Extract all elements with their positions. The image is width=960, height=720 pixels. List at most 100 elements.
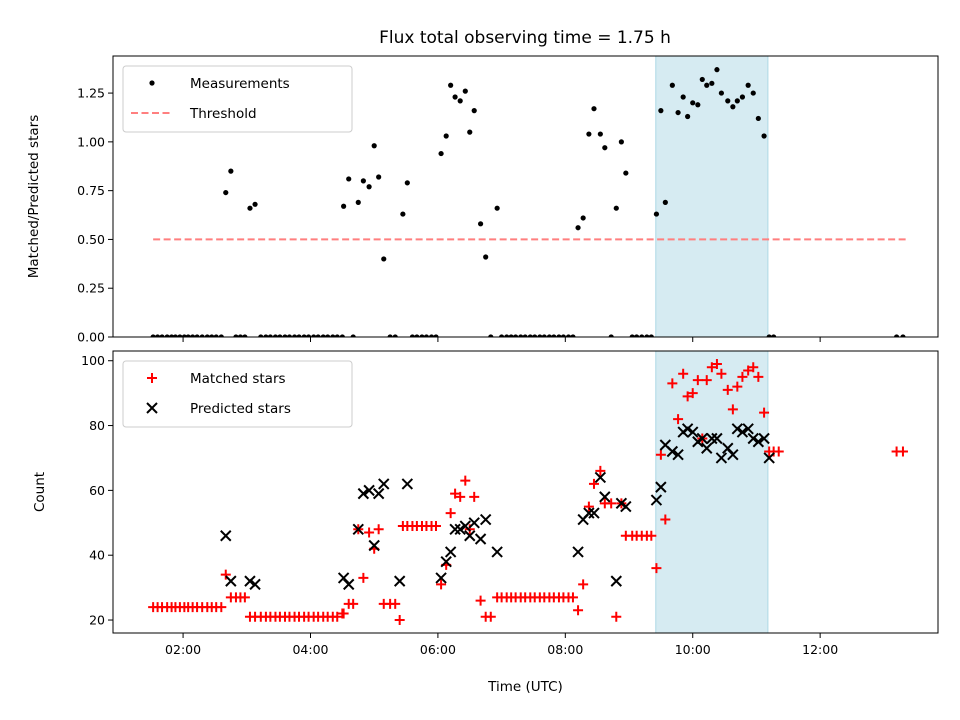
measurements-point: [223, 189, 229, 196]
measurements-point: [305, 334, 312, 337]
measurements-point: [213, 334, 219, 337]
measurements-point: [194, 334, 200, 337]
predicted-stars-point: [620, 500, 632, 513]
measurements-point: [325, 334, 331, 337]
predicted-stars-point: [249, 578, 261, 591]
measurements-point: [371, 143, 377, 149]
matched-stars-point: [701, 375, 712, 386]
measurements-point: [518, 334, 524, 337]
matched-stars-point: [773, 446, 784, 457]
predicted-stars-point: [701, 442, 713, 454]
measurements-point: [286, 334, 293, 337]
predicted-stars-point: [758, 432, 770, 445]
measurements-point: [346, 176, 352, 182]
measurements-point: [586, 131, 592, 137]
measurements-point: [893, 334, 900, 337]
measurements-point: [272, 334, 279, 337]
x-tick-label: 06:00: [420, 642, 456, 657]
measurements-point: [690, 100, 696, 106]
matched-stars-point: [716, 368, 727, 379]
predicted-stars-point: [464, 530, 476, 542]
predicted-stars-point: [727, 449, 739, 461]
measurements-point: [488, 334, 494, 337]
measurements-point: [414, 334, 420, 337]
measurements-point: [159, 334, 165, 337]
y-tick-label: 100: [81, 353, 105, 368]
predicted-stars-point: [343, 578, 355, 591]
predicted-stars-point: [220, 530, 232, 542]
predicted-stars-point: [435, 572, 447, 584]
measurements-point: [199, 334, 205, 337]
legend-label: Measurements: [190, 76, 290, 92]
matched-stars-point: [469, 491, 480, 502]
predicted-stars-point: [225, 575, 237, 587]
measurements-point: [204, 334, 210, 337]
measurements-point: [263, 334, 269, 337]
matched-stars-point: [606, 498, 617, 509]
measurements-point: [339, 334, 345, 337]
matched-stars-point: [595, 465, 606, 476]
predicted-stars-point: [736, 426, 749, 438]
count-panel: 20 40 60 80 100 02:00 04:00 06:00 08:00 10:00 12:0…: [32, 350, 939, 695]
predicted-stars-point: [731, 423, 744, 435]
measurements-point: [704, 82, 710, 88]
measurements-point: [404, 180, 410, 186]
matched-stars-point: [220, 569, 231, 580]
x-tick-label: 08:00: [547, 642, 583, 657]
x-tick-label: 04:00: [292, 642, 328, 657]
measurements-point: [541, 334, 547, 337]
predicted-stars-point: [363, 484, 375, 497]
measurements-point: [341, 203, 347, 209]
measurements-point: [267, 334, 273, 337]
measurements-point: [301, 334, 307, 337]
predicted-stars-point: [715, 452, 728, 464]
predicted-stars-point: [610, 575, 622, 587]
matched-stars-point: [332, 611, 343, 622]
measurements-point: [714, 67, 720, 73]
measurements-point: [419, 334, 425, 337]
measurements-point: [258, 334, 264, 337]
measurements-point: [296, 334, 302, 337]
matched-stars-point: [692, 375, 703, 386]
matched-stars-point: [651, 563, 662, 574]
matched-stars-point: [660, 514, 671, 525]
predicted-stars-point: [393, 575, 406, 587]
predicted-stars-point: [372, 487, 385, 500]
matched-stars-point: [646, 530, 657, 541]
predicted-stars-point: [672, 449, 684, 461]
predicted-stars-point: [681, 423, 694, 435]
predicted-stars-point: [588, 507, 600, 519]
measurements-point: [291, 334, 298, 337]
predicted-stars-point: [444, 546, 457, 558]
matched-stars-point: [753, 371, 764, 382]
measurements-point: [761, 133, 767, 139]
measurements-point: [699, 76, 705, 83]
measurements-point: [452, 94, 458, 100]
axes-frame: [112, 350, 939, 634]
y-tick-label: 60: [89, 483, 105, 498]
y-tick-label: 0.00: [77, 330, 105, 345]
measurements-point: [400, 211, 406, 217]
measurements-point: [597, 131, 603, 137]
matched-stars-point: [687, 388, 698, 399]
y-tick-label: 0.25: [77, 281, 105, 296]
predicted-stars-point: [747, 432, 759, 445]
measurements-point: [392, 334, 398, 337]
measurements-point: [172, 334, 179, 337]
measurements-point: [320, 334, 326, 337]
predicted-stars-point: [401, 478, 414, 490]
measurements-point: [504, 334, 510, 337]
measurements-point: [570, 334, 576, 337]
matched-stars-point: [485, 611, 496, 622]
legend-label: Threshold: [189, 106, 257, 122]
measurements-point: [423, 334, 430, 337]
measurements-point: [602, 145, 608, 151]
y-tick-label: 1.00: [77, 134, 105, 149]
matched-stars-point: [588, 478, 599, 489]
measurements-point: [734, 98, 740, 104]
legend: Measurements Threshold: [122, 65, 353, 133]
measurements-point: [718, 90, 724, 96]
measurements-point: [709, 80, 715, 86]
figure-title: Flux total observing time = 1.75 h: [379, 28, 671, 48]
matched-stars-point: [667, 378, 678, 389]
